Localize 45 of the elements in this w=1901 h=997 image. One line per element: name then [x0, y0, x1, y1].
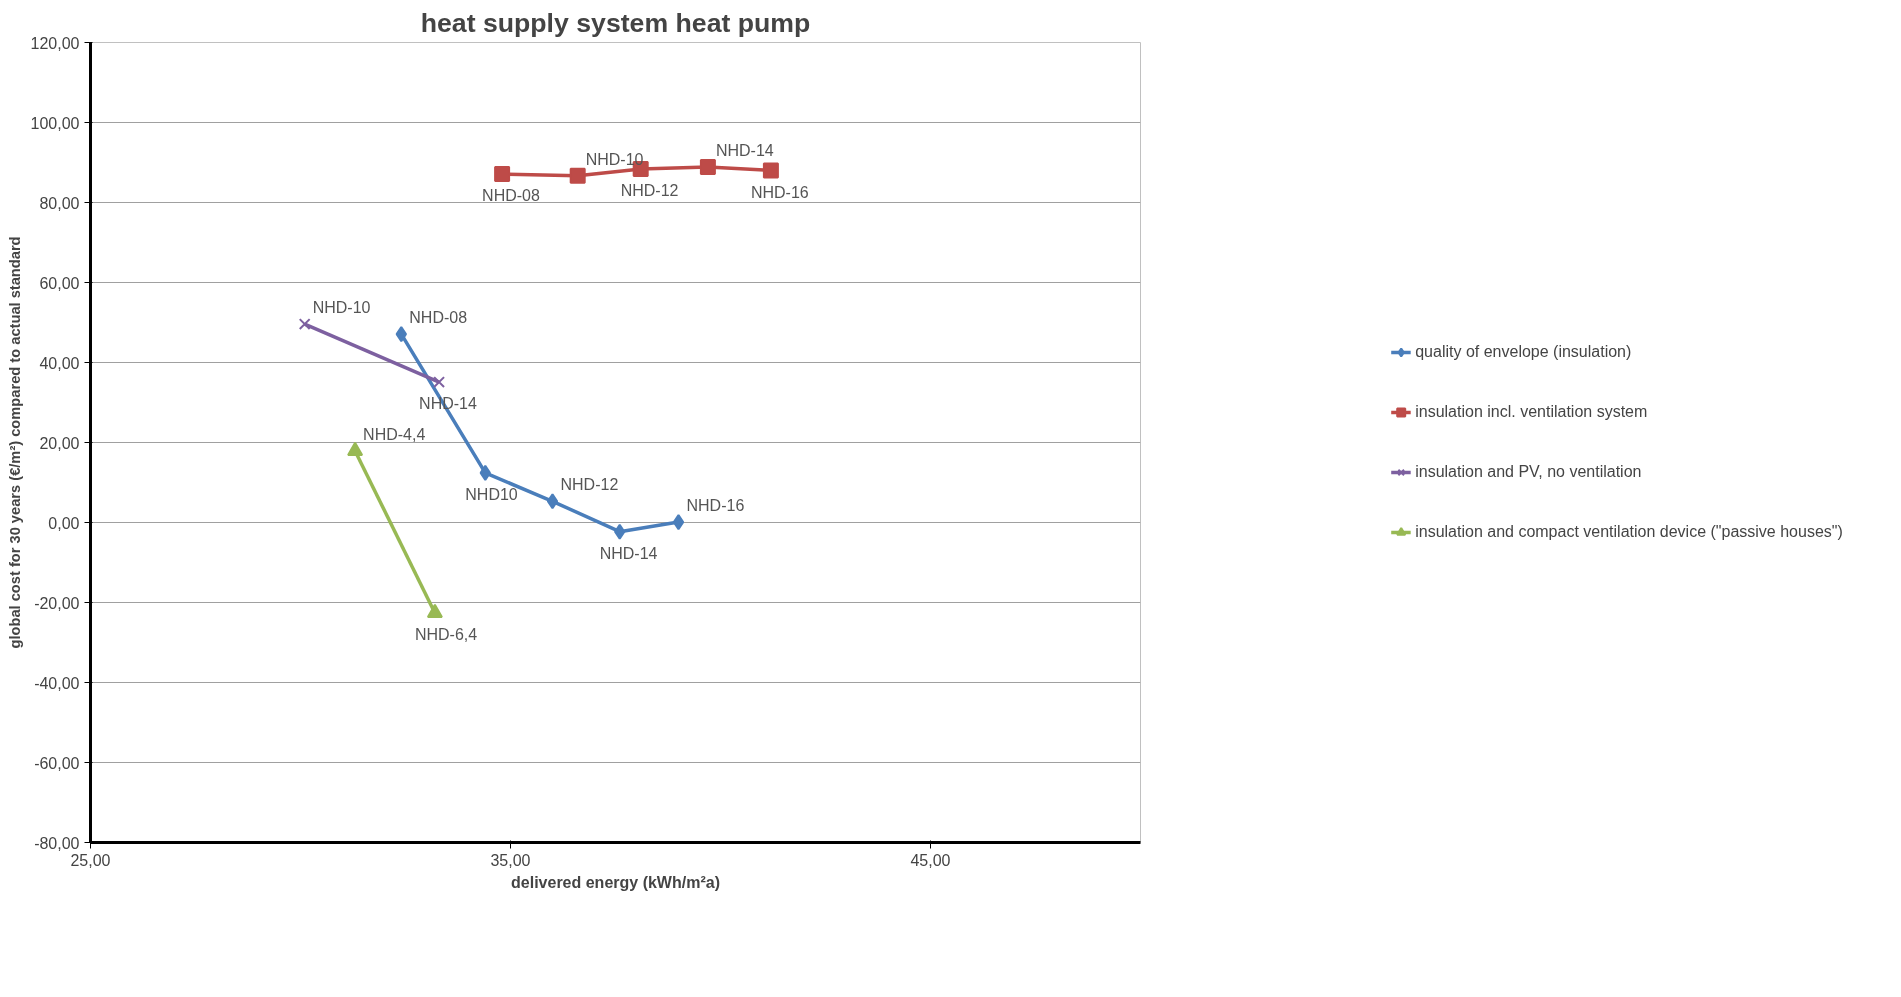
- point: [479, 464, 491, 481]
- annotation: NHD-14: [599, 544, 658, 562]
- x-tick-label: 35,00: [490, 851, 531, 869]
- annotation: NHD-4,4: [363, 425, 426, 443]
- point: [433, 376, 446, 389]
- x-tick-label: 25,00: [70, 851, 111, 869]
- x-tick-label: 45,00: [910, 851, 951, 869]
- point: [569, 167, 586, 184]
- point: [395, 326, 407, 343]
- annotation: NHD-08: [482, 187, 540, 205]
- point: [699, 158, 716, 175]
- legend-label: quality of envelope (insulation): [1415, 343, 1632, 361]
- annotation: NHD-10: [585, 150, 644, 168]
- point: [614, 523, 626, 540]
- y-tick-label: 0,00: [48, 514, 80, 532]
- y-tick-label: 40,00: [39, 354, 80, 372]
- y-tick-label: 100,00: [30, 114, 80, 132]
- y-tick-label: 80,00: [39, 194, 80, 212]
- point: [546, 493, 559, 510]
- y-tick-label: -20,00: [34, 594, 80, 612]
- legend-label: insulation and compact ventilation device ("passive houses"): [1415, 523, 1843, 541]
- annotation: NHD-12: [560, 476, 619, 494]
- point: [494, 166, 511, 183]
- point: [762, 162, 779, 179]
- annotation: NHD10: [465, 485, 518, 503]
- legend-label: insulation and PV, no ventilation: [1415, 463, 1642, 481]
- y-tick-label: 60,00: [39, 274, 80, 292]
- annotation: NHD-08: [409, 309, 468, 327]
- legend-label: insulation incl. ventilation system: [1415, 403, 1648, 421]
- y-tick-label: 120,00: [30, 34, 80, 52]
- annotation: NHD-6,4: [414, 625, 478, 643]
- annotation: NHD-16: [750, 183, 809, 201]
- x-axis-title: delivered energy (kWh/m²a): [511, 873, 720, 891]
- annotation: NHD-12: [620, 181, 679, 199]
- y-tick-label: -60,00: [34, 754, 80, 772]
- point: [672, 514, 685, 531]
- y-tick-label: 20,00: [39, 434, 80, 452]
- y-tick-label: -40,00: [34, 674, 80, 692]
- annotation: NHD-14: [715, 141, 774, 159]
- y-tick-label: -80,00: [34, 834, 80, 852]
- annotation: NHD-16: [686, 497, 745, 515]
- point: [298, 318, 311, 331]
- annotation: NHD-10: [312, 299, 371, 317]
- chart-title: heat supply system heat pump: [420, 7, 811, 38]
- y-axis-title: global cost for 30 years (€/m²) compared to actual standard: [6, 236, 23, 649]
